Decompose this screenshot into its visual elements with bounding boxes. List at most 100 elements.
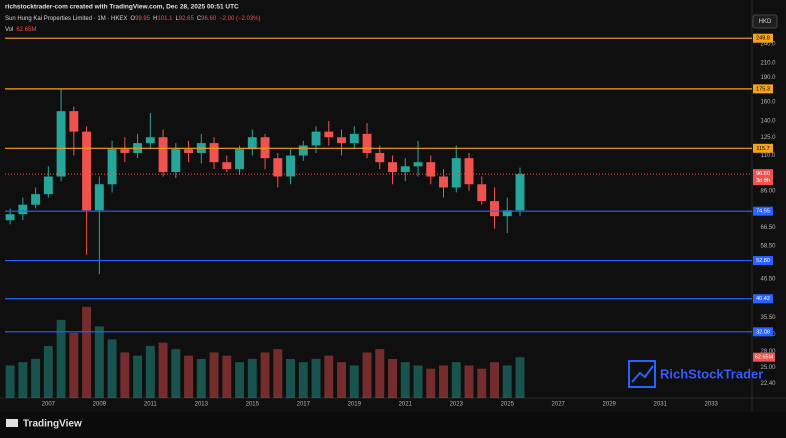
volume-bar: [426, 368, 436, 398]
volume-bar: [247, 358, 257, 398]
volume-bar: [260, 352, 270, 398]
candle-body: [502, 210, 512, 217]
volume-bar: [502, 365, 512, 398]
volume-bar: [31, 358, 41, 398]
volume-bar: [337, 362, 346, 398]
x-tick-label: 2007: [42, 402, 56, 408]
y-tick-label: 35.50: [760, 315, 776, 321]
level-label-box: [753, 206, 773, 216]
x-tick-label: 2009: [93, 402, 107, 408]
x-tick-label: 2029: [603, 402, 617, 408]
candle-body: [5, 214, 15, 221]
h-label: H: [153, 16, 157, 22]
level-label: 115.7: [756, 146, 769, 152]
volume-bar: [145, 345, 155, 398]
volume-bar: [5, 365, 15, 398]
candle-body: [260, 137, 270, 159]
x-tick-label: 2011: [144, 402, 158, 408]
y-tick-label: 160.0: [760, 100, 776, 106]
volume-bar: [298, 362, 308, 398]
y-tick-label: 140.0: [760, 119, 776, 125]
candle-body: [18, 204, 28, 215]
y-tick-label: 210.0: [760, 61, 776, 67]
brand-logo[interactable]: TradingView: [6, 419, 82, 430]
candle-body: [247, 137, 257, 150]
volume-bar: [286, 358, 296, 398]
y-tick-label: 46.50: [760, 276, 776, 282]
volume-bar: [362, 352, 372, 398]
candle-body: [324, 131, 334, 138]
candle-body: [413, 162, 423, 167]
brand[interactable]: TradingView: [23, 419, 82, 430]
volume-bar: [388, 358, 397, 398]
watermark: RichStockTrader: [628, 360, 763, 388]
candle-body: [184, 149, 194, 153]
volume-bar: [477, 368, 487, 398]
volume-bar: [158, 342, 168, 398]
candle-body: [31, 194, 41, 205]
x-tick-label: 2025: [501, 402, 515, 408]
header: richstocktrader-com created with Trading…: [5, 4, 239, 11]
volume-bar: [490, 362, 499, 398]
brand-icon[interactable]: [6, 419, 18, 427]
volume-bar: [209, 352, 219, 398]
x-tick-label: 2017: [297, 402, 311, 408]
candle-body: [298, 145, 308, 156]
candle-body: [388, 162, 397, 173]
level-label-box: [753, 84, 773, 94]
volume-bar: [171, 349, 181, 398]
currency-button[interactable]: [752, 14, 778, 29]
candle-body: [171, 149, 181, 173]
x-tick-label: 2033: [705, 402, 719, 408]
x-tick-label: 2023: [450, 402, 464, 408]
candle-body: [94, 184, 104, 211]
x-tick-label: 2013: [195, 402, 209, 408]
h-value: 101.1: [157, 16, 173, 22]
y-tick-label: 240.0: [760, 42, 776, 48]
c-label: C: [197, 16, 202, 22]
x-tick-label: 2021: [399, 402, 413, 408]
volume-bar: [56, 319, 66, 398]
watermark-text: RichStockTrader: [660, 366, 763, 381]
level-label: 32.08: [756, 329, 770, 335]
x-tick-label: 2015: [246, 402, 260, 408]
plot: [5, 89, 525, 398]
candle-body: [222, 162, 232, 170]
y-tick-label: 28.00: [760, 349, 776, 355]
y-tick-label: 25.00: [760, 365, 776, 371]
volume-legend-label: Vol: [5, 27, 13, 33]
candle-body: [235, 149, 245, 170]
watermark-logo-line: [631, 365, 654, 383]
level-label: 249.8: [756, 36, 770, 42]
y-tick-label: 86.00: [760, 188, 776, 194]
level-label-box: [753, 327, 773, 337]
volume-bar: [273, 349, 283, 398]
volume-bar: [375, 349, 385, 398]
volume-bar: [94, 326, 104, 398]
currency[interactable]: HKD: [759, 19, 772, 25]
volume-legend: Vol 62.65M: [5, 27, 36, 33]
watermark-logo: [628, 360, 656, 388]
candle-body: [120, 149, 130, 153]
volume-bar: [515, 357, 525, 398]
volume-bar: [43, 345, 53, 398]
level-label: 40.42: [756, 296, 770, 302]
last-volume-label: 62.65M: [755, 355, 774, 361]
candle-body: [375, 152, 385, 163]
o-value: 99.95: [135, 16, 151, 22]
volume-bar: [400, 362, 410, 398]
volume-bar: [439, 365, 448, 398]
level-label: 74.55: [756, 209, 770, 215]
volume-bar: [82, 306, 92, 398]
volume-bar: [235, 362, 245, 398]
candle-body: [490, 201, 499, 217]
volume-bar: [464, 365, 474, 398]
volume-bar: [69, 332, 79, 398]
volume-bar: [133, 355, 143, 398]
candle-body: [426, 162, 436, 177]
volume-bar: [184, 355, 194, 398]
candle-body: [362, 133, 372, 153]
candle-body: [464, 158, 474, 185]
candle-body: [69, 111, 79, 132]
